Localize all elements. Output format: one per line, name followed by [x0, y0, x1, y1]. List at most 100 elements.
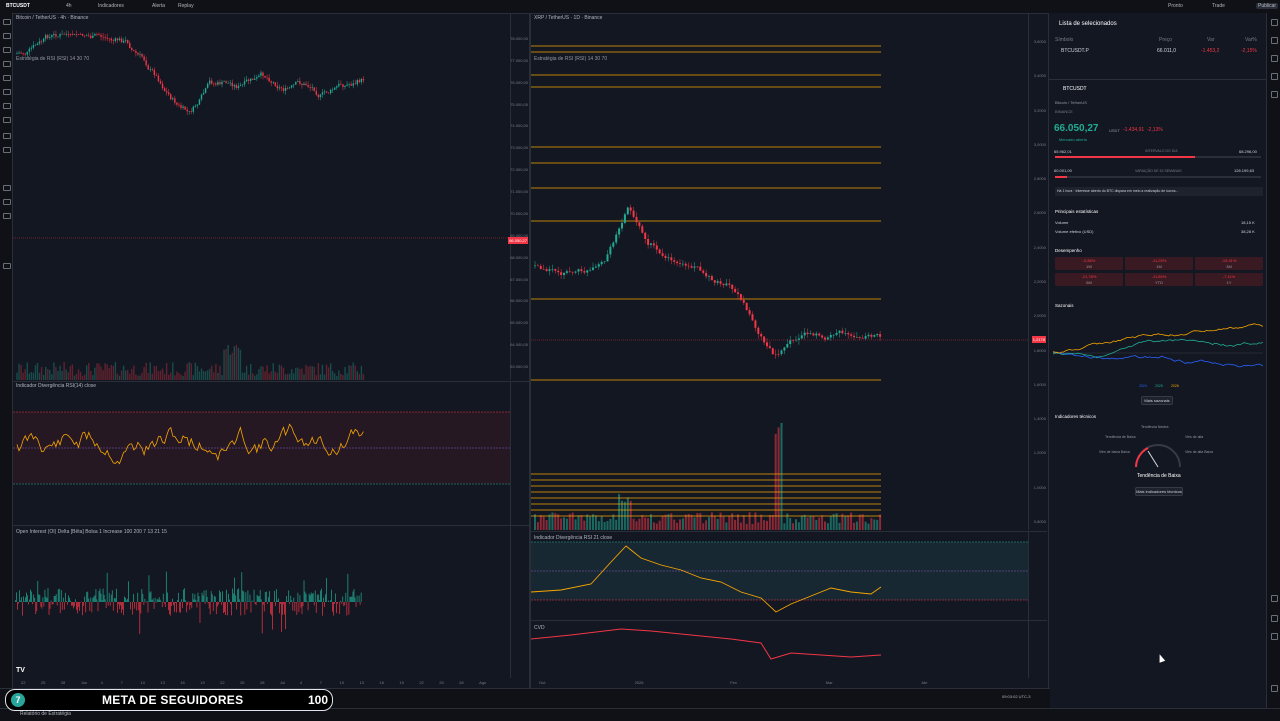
candle	[258, 76, 259, 77]
candle	[554, 269, 556, 271]
volume-bar	[301, 369, 302, 380]
candle	[98, 34, 99, 35]
candle	[334, 88, 335, 90]
price-axis-label: 78.000,00	[510, 36, 528, 41]
brush-icon[interactable]	[3, 89, 11, 95]
oi-bar	[287, 601, 288, 602]
left-oi-axis[interactable]	[510, 526, 529, 678]
interval-button[interactable]: 4h	[66, 3, 72, 9]
candle	[45, 35, 46, 39]
trade-button[interactable]: Trade	[1212, 3, 1225, 9]
candle	[636, 217, 638, 222]
volume-bar	[303, 374, 304, 380]
ideas-icon[interactable]	[1271, 595, 1278, 602]
trash-icon[interactable]	[3, 263, 11, 269]
oi-bar	[309, 594, 310, 602]
left-rsi-pane[interactable]: Indicador Divergência RSI(14) close	[13, 381, 529, 525]
alert-button[interactable]: Alerta	[152, 3, 165, 9]
volume-bar	[815, 520, 817, 530]
volume-bar	[96, 363, 97, 380]
alerts-icon[interactable]	[1271, 37, 1278, 44]
oi-bar	[197, 602, 198, 607]
candle	[92, 36, 93, 38]
candle	[49, 37, 50, 38]
notifications-icon[interactable]	[1271, 633, 1278, 640]
candle	[338, 84, 339, 87]
oi-bar	[125, 598, 126, 602]
volume-bar	[763, 520, 765, 530]
candle	[598, 264, 600, 266]
chat-icon[interactable]	[1271, 615, 1278, 622]
emoji-icon[interactable]	[3, 117, 11, 123]
volume-value: 18,15 K	[1241, 220, 1255, 225]
magnet-icon[interactable]	[3, 185, 11, 191]
volume-bar	[839, 523, 841, 530]
hotlist-icon[interactable]	[1271, 73, 1278, 80]
volume-bar	[51, 374, 52, 380]
right-chart-pane[interactable]: XRP / TetherUS · 1D · Binance Estratégia…	[531, 14, 1047, 530]
data-window-icon[interactable]	[1271, 55, 1278, 62]
watchlist-row[interactable]: BTCUSDT.P 66.011,0 -1.453,2 -2,15%	[1051, 48, 1265, 57]
right-rsi-pane[interactable]: Indicador Divergência RSI 21 close	[531, 531, 1047, 620]
layout-button[interactable]: Pronto	[1168, 3, 1183, 9]
day-range-label: INTERVALO DO DIA	[1145, 149, 1178, 153]
lock-icon[interactable]	[3, 199, 11, 205]
time-axis-label: 16	[380, 680, 384, 685]
right-cvd-axis[interactable]	[1028, 621, 1047, 678]
strategy-report-tab[interactable]: Relatório de Estratégia	[20, 711, 71, 717]
left-rsi-axis[interactable]	[510, 382, 529, 525]
right-rsi-axis[interactable]	[1028, 532, 1047, 620]
oi-bar	[300, 595, 301, 602]
right-widget-bar	[1266, 13, 1280, 708]
symbol-search[interactable]: BTCUSDT	[6, 3, 30, 9]
watchlist-icon[interactable]	[1271, 19, 1278, 26]
oi-bar	[288, 590, 289, 602]
cursor-icon[interactable]	[3, 19, 11, 25]
oi-bar	[215, 597, 216, 602]
more-tech-button[interactable]: Mais indicadores técnicos	[1135, 487, 1183, 496]
zoom-icon[interactable]	[3, 147, 11, 153]
volume-bar	[740, 523, 742, 530]
publish-button[interactable]: Publicar	[1256, 3, 1278, 9]
oi-bar	[339, 602, 340, 614]
volume-bar	[338, 370, 339, 380]
left-oi-pane[interactable]: Open Interest (OI) Delta [Bêta] Bolsa 1 …	[13, 525, 529, 678]
oi-bar	[225, 602, 226, 615]
pattern-icon[interactable]	[3, 61, 11, 67]
eye-icon[interactable]	[3, 213, 11, 219]
indicators-button[interactable]: Indicadores	[98, 3, 124, 9]
oi-bar	[266, 592, 267, 602]
candle	[201, 95, 202, 100]
trendline-icon[interactable]	[3, 33, 11, 39]
details-symbol[interactable]: BTCUSDT	[1063, 86, 1087, 92]
text-icon[interactable]	[3, 103, 11, 109]
help-icon[interactable]	[1271, 685, 1278, 692]
candle	[357, 80, 358, 84]
right-cvd-pane[interactable]: CVD	[531, 620, 1047, 678]
goal-number: 7	[11, 693, 25, 707]
oi-bar	[234, 578, 235, 602]
candle	[127, 40, 128, 43]
ruler-icon[interactable]	[3, 133, 11, 139]
candle	[16, 54, 17, 55]
fib-icon[interactable]	[3, 47, 11, 53]
replay-button[interactable]: Replay	[178, 3, 194, 9]
left-chart-pane[interactable]: Bitcoin / TetherUS · 4h · Binance Estrat…	[13, 14, 529, 380]
candle	[234, 85, 235, 86]
candle	[113, 40, 114, 41]
prediction-icon[interactable]	[3, 75, 11, 81]
volume-bar	[232, 353, 233, 380]
oi-bar	[88, 599, 89, 602]
watchlist-header-change: Var	[1207, 37, 1214, 43]
watchlist-title[interactable]: Lista de selecionados	[1059, 21, 1117, 27]
candle	[51, 35, 52, 37]
news-item[interactable]: Há 1 hora · Interesse aberto do BTC disp…	[1055, 187, 1263, 196]
calendar-icon[interactable]	[1271, 91, 1278, 98]
more-seasonals-button[interactable]: Mais sazonais	[1141, 396, 1173, 405]
candle	[679, 263, 681, 264]
time-axis-label: Abr	[921, 680, 927, 685]
